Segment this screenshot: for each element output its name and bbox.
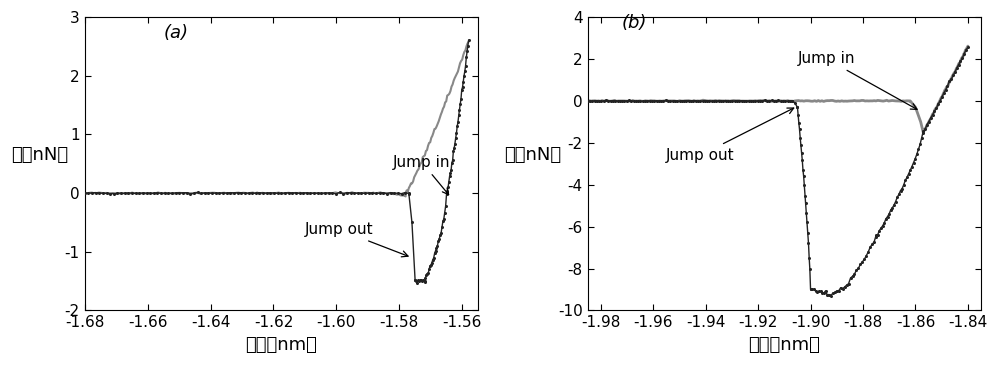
Text: (b): (b): [622, 14, 647, 32]
X-axis label: 距离（nm）: 距离（nm）: [748, 336, 820, 354]
Y-axis label: 力（nN）: 力（nN）: [11, 146, 68, 164]
Text: Jump in: Jump in: [393, 155, 451, 195]
Text: Jump out: Jump out: [666, 108, 794, 162]
Text: (a): (a): [163, 24, 188, 42]
Text: Jump out: Jump out: [305, 222, 408, 257]
Text: Jump in: Jump in: [797, 51, 917, 110]
Y-axis label: 力（nN）: 力（nN）: [504, 146, 562, 164]
X-axis label: 距离（nm）: 距离（nm）: [245, 336, 317, 354]
